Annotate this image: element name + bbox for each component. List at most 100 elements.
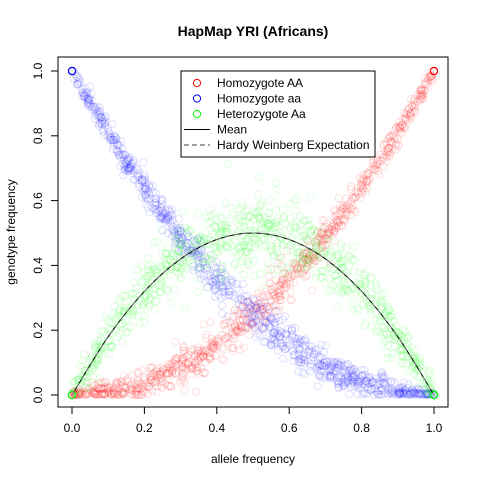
data-point	[373, 157, 382, 166]
data-point	[104, 385, 113, 394]
data-point	[230, 260, 239, 269]
data-point	[169, 285, 179, 294]
legend-item: Mean	[184, 123, 247, 137]
data-point	[271, 314, 280, 323]
data-point	[167, 359, 177, 368]
data-point	[328, 281, 337, 290]
data-point	[133, 376, 143, 385]
data-point	[271, 301, 280, 310]
data-point	[338, 263, 347, 272]
data-point	[99, 327, 108, 336]
data-point	[377, 322, 387, 331]
data-point	[360, 281, 369, 290]
data-point	[319, 234, 328, 244]
data-point	[377, 369, 386, 378]
data-point	[100, 119, 109, 128]
data-point	[177, 264, 186, 274]
data-point	[113, 147, 122, 156]
data-point	[92, 389, 101, 398]
data-point	[425, 377, 435, 386]
data-point	[199, 320, 208, 329]
data-point	[174, 225, 183, 234]
data-point	[361, 268, 370, 277]
data-point	[382, 336, 391, 346]
data-point	[123, 328, 132, 337]
data-point	[219, 281, 228, 290]
data-point	[224, 290, 233, 300]
data-point	[400, 109, 409, 118]
data-point	[123, 166, 132, 175]
data-point	[209, 273, 218, 283]
data-point	[178, 354, 188, 364]
data-point	[207, 341, 217, 350]
data-point	[274, 214, 283, 223]
data-point	[314, 345, 323, 354]
data-point	[129, 307, 139, 316]
data-point	[83, 88, 92, 97]
data-point	[210, 209, 220, 218]
data-point	[242, 314, 251, 323]
data-point	[318, 361, 327, 370]
data-point	[104, 330, 114, 339]
data-point	[394, 390, 403, 399]
data-point	[371, 296, 381, 305]
data-point	[418, 378, 427, 388]
data-point	[349, 284, 358, 293]
data-point	[420, 86, 429, 95]
data-point	[243, 212, 252, 221]
data-point	[80, 92, 89, 102]
data-point	[329, 367, 338, 376]
data-point	[120, 303, 129, 313]
data-point	[288, 346, 297, 356]
data-point	[398, 332, 407, 341]
data-point	[258, 243, 267, 252]
data-point	[135, 390, 144, 399]
data-point	[78, 84, 87, 93]
data-point	[226, 278, 236, 287]
data-point	[151, 205, 160, 214]
data-point	[241, 324, 250, 333]
data-point	[355, 380, 364, 389]
data-point	[417, 85, 426, 94]
data-point	[116, 161, 125, 171]
data-point	[427, 388, 436, 397]
data-point	[359, 300, 368, 309]
data-point	[294, 349, 303, 359]
data-point	[125, 164, 134, 173]
data-point	[161, 260, 170, 270]
data-point	[166, 360, 175, 369]
data-point	[250, 239, 259, 248]
data-point	[330, 228, 339, 237]
data-point	[295, 345, 304, 354]
data-point	[301, 335, 310, 344]
data-point	[188, 344, 197, 354]
data-point	[337, 221, 346, 230]
data-point	[184, 226, 193, 235]
data-point	[181, 365, 191, 374]
data-point	[151, 198, 160, 207]
data-point	[399, 359, 408, 368]
data-point	[376, 301, 386, 310]
data-point	[118, 319, 127, 328]
data-point	[252, 302, 262, 312]
data-point	[365, 373, 374, 382]
data-point	[306, 356, 315, 365]
data-point	[266, 314, 275, 323]
data-point	[303, 254, 313, 263]
data-point	[378, 153, 388, 162]
data-point	[259, 307, 268, 316]
data-point	[221, 318, 231, 328]
data-point	[268, 315, 277, 325]
data-point	[346, 185, 355, 194]
data-point	[318, 235, 328, 244]
data-point	[243, 317, 252, 327]
data-point	[305, 257, 314, 266]
data-point	[341, 281, 350, 290]
data-point	[283, 272, 293, 281]
data-point	[298, 249, 307, 258]
data-point	[150, 288, 159, 298]
data-point	[98, 117, 107, 126]
data-point	[151, 268, 160, 277]
data-point	[201, 346, 210, 355]
data-point	[318, 229, 327, 239]
